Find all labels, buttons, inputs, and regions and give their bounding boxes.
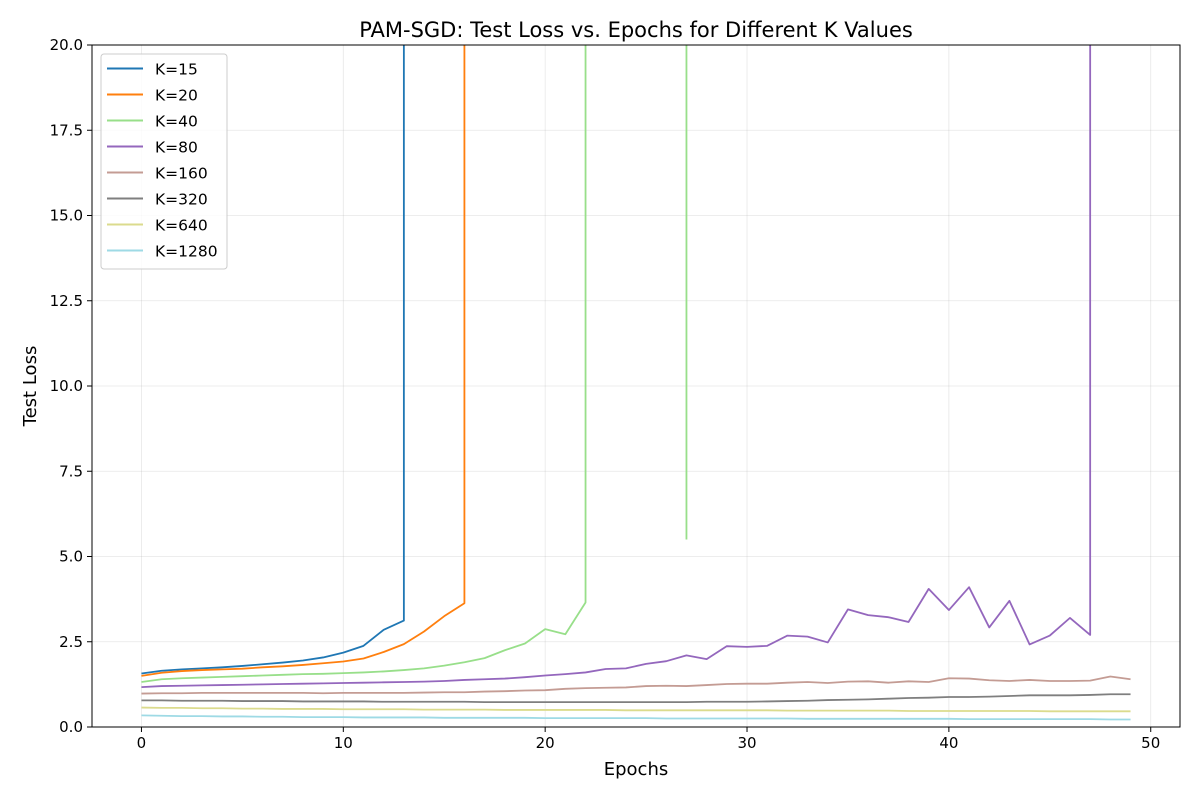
y-tick-label: 20.0: [50, 36, 83, 54]
series-line-k1280: [141, 714, 1131, 721]
series-line-k80: [141, 45, 1092, 688]
y-tick-label: 2.5: [59, 633, 83, 651]
y-tick-label: 10.0: [50, 377, 83, 395]
chart-title: PAM-SGD: Test Loss vs. Epochs for Differ…: [359, 18, 913, 42]
series-line-k640: [141, 706, 1131, 713]
series-line-k160: [141, 675, 1131, 695]
y-tick-label: 15.0: [50, 207, 83, 225]
legend-label: K=40: [155, 113, 198, 131]
series-line-k320: [141, 693, 1131, 704]
series-lines: [141, 45, 1131, 721]
legend: K=15 K=20 K=40 K=80 K=160 K=320 K=640 K=1280: [100, 53, 228, 270]
legend-box: [100, 53, 228, 270]
y-tick-label: 5.0: [59, 548, 83, 566]
series-line-k40: [141, 45, 688, 683]
x-tick-label: 0: [137, 734, 147, 752]
legend-label: K=15: [155, 61, 198, 79]
legend-label: K=80: [155, 139, 198, 157]
y-axis-ticks: 0.0 2.5 5.0 7.5 10.0 12.5 15.0 17.5 20.0: [50, 36, 92, 736]
legend-label: K=1280: [155, 243, 218, 261]
x-axis-label: Epochs: [604, 759, 669, 780]
legend-label: K=20: [155, 87, 198, 105]
x-tick-label: 30: [737, 734, 756, 752]
y-tick-label: 17.5: [50, 121, 83, 139]
legend-label: K=160: [155, 165, 208, 183]
y-tick-label: 0.0: [59, 718, 83, 736]
y-tick-label: 12.5: [50, 292, 83, 310]
series-line-k15: [141, 45, 405, 675]
legend-label: K=640: [155, 217, 208, 235]
x-tick-label: 40: [939, 734, 958, 752]
y-tick-label: 7.5: [59, 462, 83, 480]
x-tick-label: 20: [536, 734, 555, 752]
x-tick-label: 50: [1141, 734, 1160, 752]
x-tick-label: 10: [334, 734, 353, 752]
series-line-k20: [141, 45, 466, 677]
y-axis-label: Test Loss: [20, 346, 41, 428]
legend-label: K=320: [155, 191, 208, 209]
x-axis-ticks: 0 10 20 30 40 50: [137, 727, 1160, 752]
